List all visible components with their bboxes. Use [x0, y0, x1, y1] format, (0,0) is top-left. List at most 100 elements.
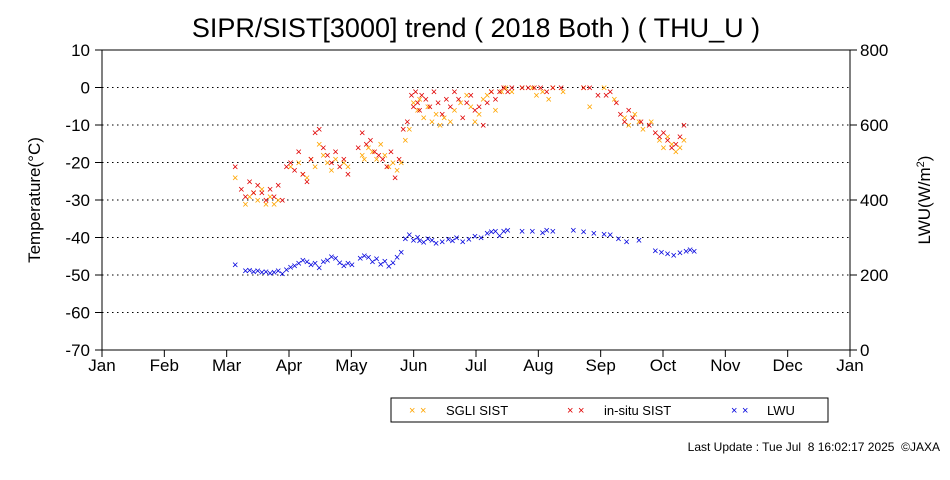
data-point: ×	[439, 109, 445, 121]
x-tick-label: Oct	[650, 356, 677, 375]
data-point: ×	[316, 139, 322, 151]
data-point: ×	[519, 83, 525, 95]
data-point: ×	[488, 86, 494, 98]
series-sgli-sist: ××××××××××× ×××××××××× ×××××××××××××××××××…	[232, 83, 687, 211]
data-point: ×	[291, 165, 297, 177]
data-point: ×	[457, 98, 463, 110]
data-point: ×	[531, 83, 537, 95]
data-point: ×	[664, 131, 670, 143]
legend-label-lwu: LWU	[767, 403, 795, 418]
data-point: ×	[308, 154, 314, 166]
data-point: ×	[500, 226, 506, 238]
data-point: ×	[539, 227, 545, 239]
data-point: ×	[263, 199, 269, 211]
data-point: ×	[427, 101, 433, 113]
data-point: ×	[673, 146, 679, 158]
data-point: ×	[402, 233, 408, 245]
x-tick-label: May	[335, 356, 368, 375]
data-point: ×	[580, 83, 586, 95]
data-point: ×	[232, 173, 238, 185]
data-point: ×	[519, 83, 525, 95]
data-point: ×	[677, 131, 683, 143]
data-point: ×	[560, 86, 566, 98]
data-point: ×	[529, 83, 535, 95]
data-point: ×	[437, 120, 443, 132]
data-point: ×	[320, 143, 326, 155]
data-point: ×	[533, 90, 539, 102]
data-point: ×	[445, 234, 451, 246]
legend-label-insitu: in-situ SIST	[604, 403, 671, 418]
data-point: ×	[418, 90, 424, 102]
data-point: ×	[652, 128, 658, 140]
data-point: ×	[242, 266, 248, 278]
legend-marker-insitu: ×	[567, 405, 573, 417]
data-point: ×	[369, 257, 375, 269]
data-point: ×	[414, 105, 420, 117]
data-point: ×	[640, 124, 646, 136]
data-point: ×	[484, 98, 490, 110]
x-tick-label: Jan	[836, 356, 863, 375]
data-point: ×	[617, 109, 623, 121]
data-point: ×	[591, 228, 597, 240]
data-point: ×	[455, 94, 461, 106]
data-point: ×	[275, 195, 281, 207]
data-point: ×	[603, 90, 609, 102]
data-point: ×	[363, 139, 369, 151]
data-point: ×	[488, 86, 494, 98]
data-point: ×	[636, 116, 642, 128]
data-point: ×	[365, 143, 371, 155]
data-point: ×	[625, 105, 631, 117]
data-point: ×	[320, 257, 326, 269]
data-point: ×	[498, 86, 504, 98]
data-point: ×	[558, 83, 564, 95]
data-point: ×	[283, 264, 289, 276]
data-point: ×	[416, 236, 422, 248]
data-point: ×	[410, 235, 416, 247]
data-point: ×	[638, 116, 644, 128]
data-point: ×	[337, 161, 343, 173]
data-point: ×	[279, 269, 285, 281]
data-point: ×	[328, 165, 334, 177]
y-left-tick-label: -60	[65, 304, 90, 323]
axis-bottom: Jan Feb Mar Apr May Jun Jul Aug Sep Oct Nov Dec Jan	[88, 350, 864, 375]
data-point: ×	[587, 101, 593, 113]
data-point: ×	[345, 258, 351, 270]
data-point: ×	[255, 195, 261, 207]
data-point: ×	[398, 247, 404, 259]
data-point: ×	[543, 86, 549, 98]
data-point: ×	[480, 120, 486, 132]
data-point: ×	[404, 116, 410, 128]
data-point: ×	[687, 245, 693, 257]
data-point: ×	[316, 124, 322, 136]
data-point: ×	[367, 135, 373, 147]
data-point: ×	[478, 233, 484, 245]
data-point: ×	[646, 120, 652, 132]
data-point: ×	[238, 184, 244, 196]
x-tick-label: Apr	[276, 356, 303, 375]
y-left-tick-label: -50	[65, 266, 90, 285]
data-point: ×	[496, 230, 502, 242]
data-point: ×	[320, 150, 326, 162]
x-tick-label: Aug	[523, 356, 553, 375]
data-point: ×	[410, 101, 416, 113]
data-point: ×	[341, 158, 347, 170]
data-point: ×	[431, 86, 437, 98]
y-left-tick-label: -30	[65, 191, 90, 210]
data-point: ×	[283, 161, 289, 173]
data-point: ×	[232, 260, 238, 272]
data-point: ×	[451, 105, 457, 117]
data-point: ×	[345, 169, 351, 181]
data-point: ×	[632, 109, 638, 121]
x-tick-label: Jul	[465, 356, 487, 375]
data-point: ×	[488, 227, 494, 239]
data-point: ×	[484, 228, 490, 240]
y-left-tick-label: -40	[65, 229, 90, 248]
data-point: ×	[324, 158, 330, 170]
data-point: ×	[677, 248, 683, 260]
data-point: ×	[613, 98, 619, 110]
data-point: ×	[414, 98, 420, 110]
data-point: ×	[464, 90, 470, 102]
data-point: ×	[267, 184, 273, 196]
y-right-tick-label: 800	[860, 41, 888, 60]
data-point: ×	[668, 139, 674, 151]
